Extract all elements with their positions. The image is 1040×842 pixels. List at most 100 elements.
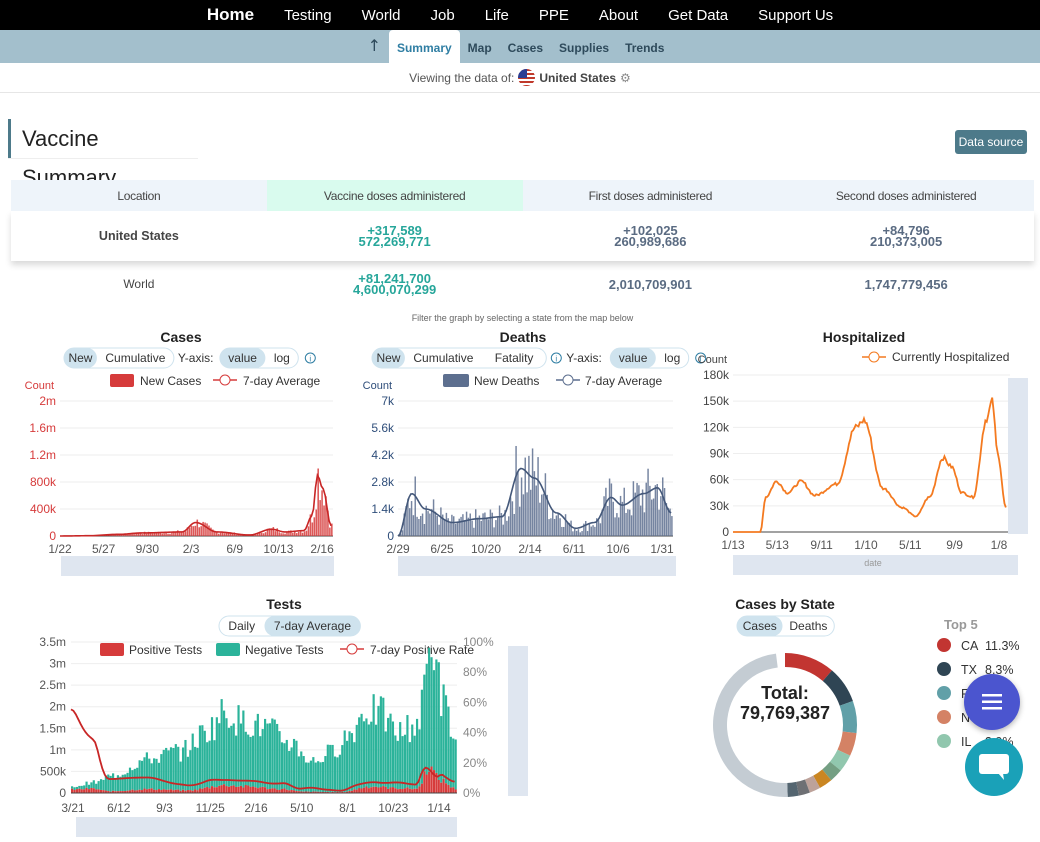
deaths-scale-log[interactable]: log [664,351,680,365]
cases-bar [245,534,247,536]
tests-neg-bar [449,736,452,788]
tests-vertical-slider[interactable] [508,646,528,796]
nav-ppe[interactable]: PPE [538,6,569,24]
nav-home[interactable]: Home [206,5,255,24]
zoom-slider[interactable] [733,555,1018,575]
zoom-slider[interactable] [61,556,334,576]
tests-pos-bar [372,786,375,793]
tests-pos-bar [346,791,349,793]
tests-neg-bar [191,733,194,791]
tab-trends[interactable]: Trends [625,41,665,55]
pie-slice[interactable] [839,701,857,734]
tests-neg-bar [432,670,436,771]
tab-supplies[interactable]: Supplies [559,41,610,55]
cases-toggle-new[interactable]: New [68,351,92,365]
pie-slice[interactable] [837,731,857,756]
tests-pos-bar [179,790,182,793]
tests-neg-bar [341,745,344,792]
deaths-toggle-new[interactable]: New [376,351,400,365]
y-tick-label: 500k [40,764,67,778]
tests-neg-bar [391,721,395,788]
cases-bar [270,528,273,536]
cases-bar [284,533,286,536]
pie-slice[interactable] [796,779,810,796]
viewing-country[interactable]: United States [539,70,617,85]
deaths-bar [559,518,561,536]
tests-neg-bar [413,735,416,789]
deaths-toggle-fatality[interactable]: Fatality [495,351,534,365]
info-icon[interactable] [695,352,707,364]
deaths-bar [572,531,574,536]
tests-pos-bar [128,790,132,793]
info-icon[interactable] [304,352,316,364]
world-second: 1,747,779,456 [864,276,948,292]
zoom-slider[interactable] [76,817,457,837]
deaths-bar [497,517,499,536]
nav-job[interactable]: Job [430,6,455,24]
tests-toggle-daily[interactable]: Daily [228,619,255,633]
tests-pos-bar [157,789,161,793]
data-source-button[interactable]: Data source [955,130,1027,154]
deaths-bar [399,533,402,536]
top-state-dot [937,686,951,700]
cases-scale-log[interactable]: log [274,351,290,365]
tests-pos-bar [75,789,78,793]
tests-pos-bar [437,779,440,793]
cases-bar [143,531,146,536]
nav-world[interactable]: World [361,6,401,24]
nav-testing[interactable]: Testing [284,6,332,24]
tests-neg-bar [403,734,407,789]
cases-scale-value[interactable]: value [228,351,257,365]
zoom-slider[interactable] [398,556,676,576]
tests-neg-bar [338,754,341,793]
pie-slice[interactable] [804,775,821,793]
tests-pos-bar [261,786,264,793]
tests-neg-bar [374,724,378,787]
tests-neg-bar [222,710,226,785]
tests-neg-bar [83,785,86,790]
pie-slice[interactable] [787,781,799,797]
info-icon[interactable] [550,352,562,364]
state-toggle-deaths[interactable]: Deaths [789,619,827,633]
deaths-legend-avg: 7-day Average [585,374,662,388]
pie-slice[interactable] [829,749,851,771]
pie-slice[interactable] [785,653,832,682]
pie-slice[interactable] [822,670,853,706]
deaths-scale-value[interactable]: value [619,351,648,365]
top-nav: Home Testing World Job Life PPE About Get Data S… [0,0,1040,30]
scroll-top-icon[interactable]: ↑ [367,36,381,55]
tests-pos-bar [408,788,411,793]
cases-bar [161,533,163,536]
us-first-delta: +102,025 [623,223,678,238]
chat-button[interactable] [965,738,1023,796]
nav-get-data[interactable]: Get Data [668,6,729,24]
tests-pos-bar [99,789,103,793]
deaths-bar [597,520,600,536]
nav-about[interactable]: About [598,6,639,24]
tab-summary[interactable]: Summary [388,30,460,63]
x-tick-label: 2/3 [183,542,200,556]
tab-map[interactable]: Map [467,41,492,55]
state-toggle-cases[interactable]: Cases [743,619,777,633]
tests-neg-bar [254,720,257,788]
deaths-bar [590,526,592,536]
tests-pos-bar [331,791,334,793]
menu-button[interactable] [964,674,1020,730]
deaths-bar [665,503,668,536]
pie-slice[interactable] [822,761,841,781]
pie-slice[interactable] [813,769,832,788]
nav-support-us[interactable]: Support Us [758,6,834,24]
hosp-vertical-slider[interactable] [1008,378,1028,534]
tab-cases[interactable]: Cases [507,41,544,55]
tests-pos-bar [297,791,300,793]
tests-toggle-7-day-average[interactable]: 7-day Average [274,619,351,633]
pie-slice[interactable] [712,653,788,798]
deaths-toggle-cumulative[interactable]: Cumulative [413,351,473,365]
tests-neg-bar [418,729,421,787]
cases-toggle-cumulative[interactable]: Cumulative [105,351,165,365]
deaths-bar [623,487,625,536]
tests-pos-bar [423,771,426,793]
gear-icon[interactable]: ⚙ [620,70,631,85]
nav-life[interactable]: Life [484,6,509,24]
deaths-bar [423,524,426,536]
